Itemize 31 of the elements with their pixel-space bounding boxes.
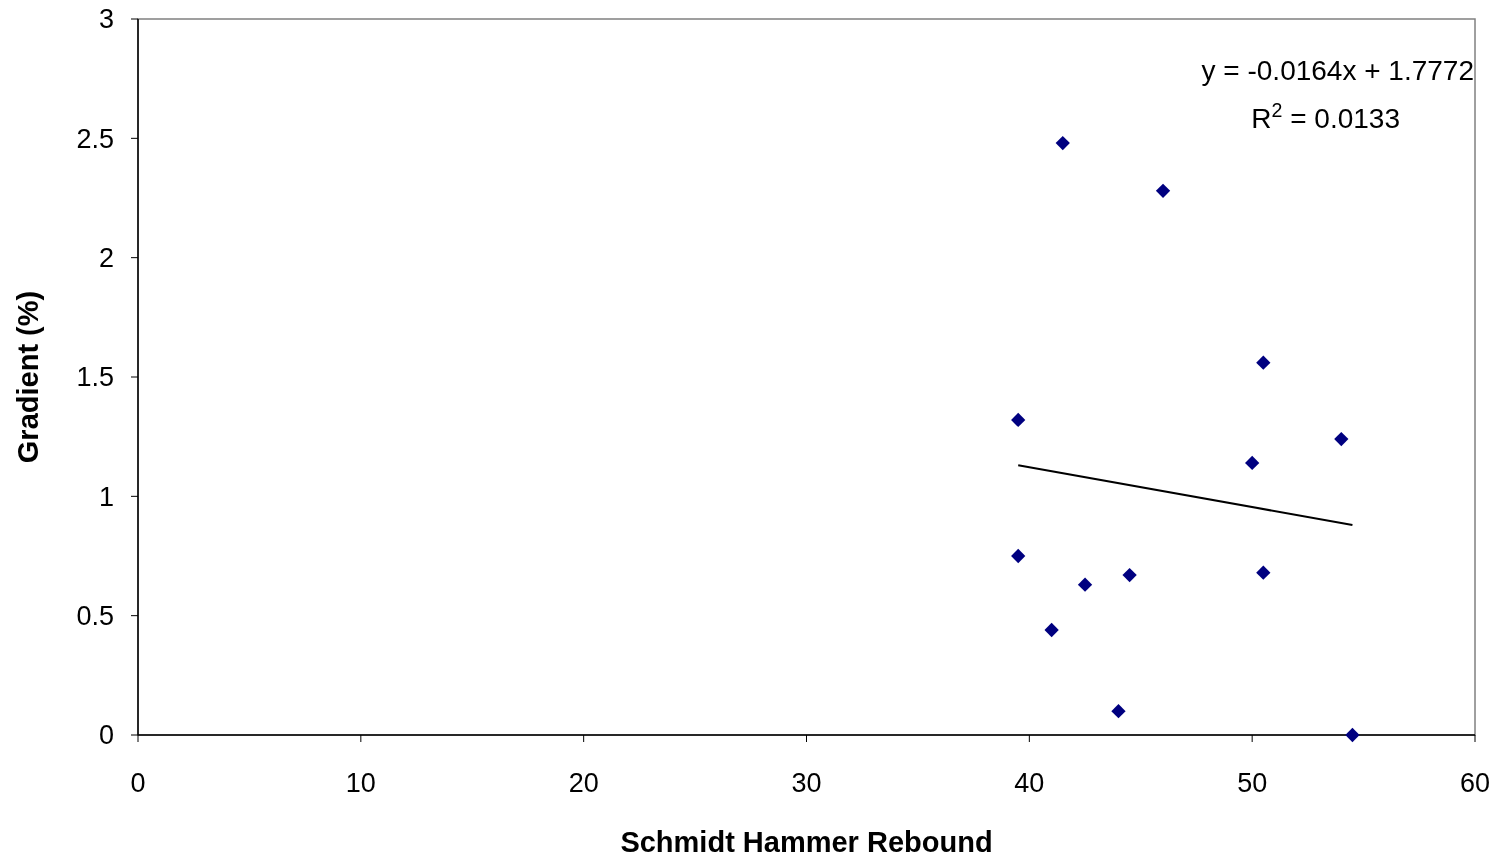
x-tick-label: 20: [568, 768, 599, 798]
x-tick-label: 60: [1459, 768, 1491, 798]
point: [1122, 567, 1137, 583]
point: [1011, 548, 1026, 564]
point: [1155, 183, 1171, 198]
x-tick-label: 40: [1014, 768, 1045, 798]
x-tick-label: 30: [791, 768, 822, 798]
point: [1256, 565, 1271, 580]
point: [1011, 412, 1026, 428]
x-tick-label: 50: [1237, 768, 1268, 798]
y-tick-label: 3: [98, 4, 114, 35]
point: [1245, 455, 1260, 471]
annotation: R$^{2}$ = 0.0133: [1251, 99, 1400, 134]
point: [1345, 727, 1360, 743]
y-tick-label: 0: [98, 720, 114, 751]
y-tick-label: 1.5: [76, 362, 114, 393]
point: [1256, 355, 1271, 370]
point: [1077, 577, 1093, 592]
y-tick-label: 2.5: [76, 123, 114, 154]
point: [1055, 135, 1070, 151]
point: [1111, 703, 1126, 719]
annotation: y = -0.0164x + 1.7772: [1201, 55, 1474, 86]
y-tick-label: 0.5: [76, 601, 114, 632]
x-axis-title: Schmidt Hammer Rebound: [620, 826, 993, 858]
y-tick-label: 2: [98, 243, 114, 274]
y-tick-label: 1: [98, 481, 114, 512]
y-axis-title: Gradient (%): [12, 290, 44, 464]
x-tick-label: 0: [130, 768, 146, 798]
point: [1044, 622, 1059, 638]
x-tick-label: 10: [345, 768, 376, 798]
point: [1334, 431, 1349, 447]
